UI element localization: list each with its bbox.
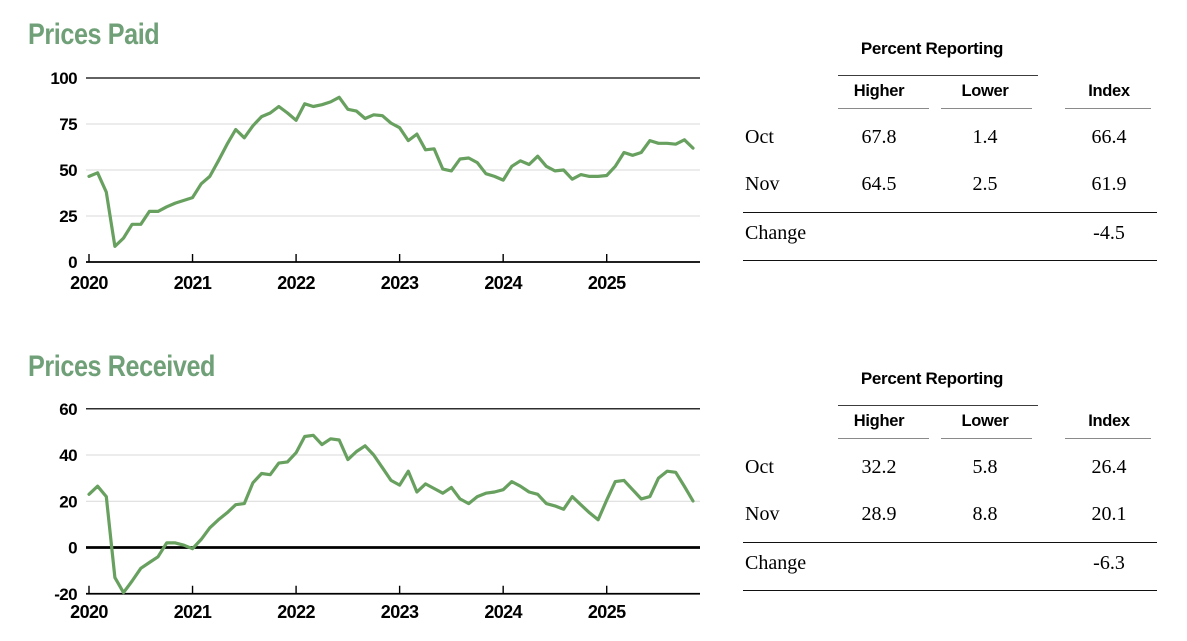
percent-reporting-underline: [838, 75, 1038, 76]
y-axis-label--20: -20: [54, 585, 77, 604]
nov-lower-value: 2.5: [972, 173, 998, 195]
row-label-oct: Oct: [745, 126, 774, 148]
x-axis-label-2025: 2025: [588, 273, 626, 293]
column-header-higher: Higher: [853, 82, 905, 100]
column-header-lower: Lower: [961, 412, 1009, 430]
y-axis-label-60: 60: [59, 400, 77, 419]
x-axis-label-2023: 2023: [381, 273, 419, 293]
higher-underline: [838, 108, 929, 109]
table-bottom-line: [743, 590, 1157, 591]
column-header-higher: Higher: [853, 412, 905, 430]
x-axis-label-2022: 2022: [277, 602, 315, 622]
prices-paid-chart: 0 25 50 75 100 2020 2021 2022 2023 2024 2025: [50, 69, 700, 293]
x-axis-label-2020: 2020: [70, 602, 108, 622]
percent-reporting-header: Percent Reporting: [860, 39, 1004, 58]
y-axis-label-75: 75: [59, 115, 77, 134]
oct-higher-value: 32.2: [861, 456, 897, 478]
lower-underline: [941, 108, 1032, 109]
x-axis-label-2025: 2025: [588, 602, 626, 622]
oct-index-value: 66.4: [1091, 126, 1127, 148]
nov-lower-value: 8.8: [972, 503, 998, 525]
x-axis-label-2023: 2023: [381, 602, 419, 622]
oct-index-value: 26.4: [1091, 456, 1127, 478]
change-separator-line: [743, 542, 1157, 543]
x-axis-label-2024: 2024: [484, 602, 522, 622]
column-header-index: Index: [1088, 82, 1130, 100]
x-axis-label-2020: 2020: [70, 273, 108, 293]
x-axis-label-2024: 2024: [484, 273, 522, 293]
y-axis-label-100: 100: [50, 69, 77, 88]
nov-higher-value: 28.9: [861, 503, 897, 525]
prices-received-chart: -20 0 20 40 60 2020 2021 2022 2023 2024 2025: [54, 400, 700, 622]
percent-reporting-underline: [838, 405, 1038, 406]
y-axis-label-20: 20: [59, 492, 77, 511]
nov-index-value: 20.1: [1091, 503, 1127, 525]
index-underline: [1065, 438, 1151, 439]
y-axis-label-25: 25: [59, 207, 77, 226]
row-label-nov: Nov: [745, 173, 780, 195]
oct-lower-value: 5.8: [972, 456, 998, 478]
oct-higher-value: 67.8: [861, 126, 897, 148]
prices-received-line: [87, 433, 695, 595]
x-axis-label-2022: 2022: [277, 273, 315, 293]
oct-lower-value: 1.4: [972, 126, 998, 148]
prices-paid-table: Percent Reporting Higher Lower Index Oct…: [743, 30, 1159, 266]
nov-index-value: 61.9: [1091, 173, 1127, 195]
row-label-change: Change: [745, 552, 807, 574]
row-label-oct: Oct: [745, 456, 774, 478]
y-axis-label-40: 40: [59, 446, 77, 465]
prices-received-title: Prices Received: [28, 350, 216, 383]
column-header-lower: Lower: [961, 82, 1009, 100]
column-header-index: Index: [1088, 412, 1130, 430]
higher-underline: [838, 438, 929, 439]
change-index-value: -6.3: [1093, 552, 1125, 574]
row-label-change: Change: [745, 222, 807, 244]
prices-paid-line: [87, 95, 695, 248]
x-axis-label-2021: 2021: [174, 273, 212, 293]
table-bottom-line: [743, 260, 1157, 261]
nov-higher-value: 64.5: [861, 173, 897, 195]
y-axis-label-0: 0: [68, 539, 77, 558]
index-underline: [1065, 108, 1151, 109]
change-index-value: -4.5: [1093, 222, 1125, 244]
change-separator-line: [743, 212, 1157, 213]
lower-underline: [941, 438, 1032, 439]
prices-paid-title: Prices Paid: [28, 18, 160, 51]
y-axis-label-0: 0: [68, 253, 77, 272]
y-axis-label-50: 50: [59, 161, 77, 180]
percent-reporting-header: Percent Reporting: [860, 369, 1004, 388]
row-label-nov: Nov: [745, 503, 780, 525]
x-axis-label-2021: 2021: [174, 602, 212, 622]
prices-received-table: Percent Reporting Higher Lower Index Oct…: [743, 360, 1159, 596]
